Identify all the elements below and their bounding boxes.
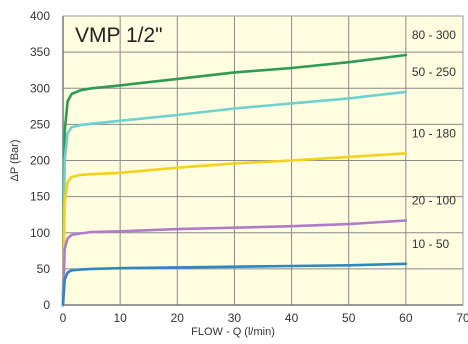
x-tick-label: 10 — [113, 311, 127, 325]
y-tick-label: 350 — [30, 45, 50, 59]
grid — [63, 16, 463, 305]
y-tick-label: 200 — [30, 154, 50, 168]
x-tick-label: 60 — [399, 311, 413, 325]
series-line — [61, 90, 408, 307]
x-axis-title: FLOW - Q (l/min) — [191, 326, 275, 338]
x-tick-label: 50 — [342, 311, 356, 325]
y-tick-label: 250 — [30, 117, 50, 131]
series-label: 10 - 180 — [412, 126, 456, 140]
y-axis-title: ΔP (Bar) — [9, 140, 21, 182]
series-line — [61, 152, 408, 307]
series-labels: 80 - 300 50 - 250 10 - 180 20 - 100 10 - 50 — [412, 28, 456, 251]
series-line — [61, 262, 408, 307]
series-lines — [61, 53, 408, 307]
series-label: 10 - 50 — [412, 237, 450, 251]
y-tick-label: 300 — [30, 81, 50, 95]
x-tick-label: 70 — [456, 311, 468, 325]
plot-border — [62, 15, 464, 306]
x-tick-label: 40 — [285, 311, 299, 325]
y-tick-label: 400 — [30, 9, 50, 23]
series-label: 50 - 250 — [412, 65, 456, 79]
y-tick-label: 100 — [30, 226, 50, 240]
x-tick-label: 30 — [228, 311, 242, 325]
y-tick-label: 0 — [43, 298, 50, 312]
series-line — [61, 219, 408, 307]
y-tick-label: 150 — [30, 190, 50, 204]
x-tick-label: 20 — [171, 311, 185, 325]
chart-title: VMP 1/2" — [75, 24, 163, 47]
y-tick-label: 50 — [37, 262, 51, 276]
series-label: 20 - 100 — [412, 193, 456, 207]
series-label: 80 - 300 — [412, 28, 456, 42]
tick-labels: 0 10 20 30 40 50 60 70 0 50 100 150 200 250 300 350 400 — [30, 9, 468, 325]
series-line — [61, 53, 408, 307]
x-tick-label: 0 — [60, 311, 67, 325]
